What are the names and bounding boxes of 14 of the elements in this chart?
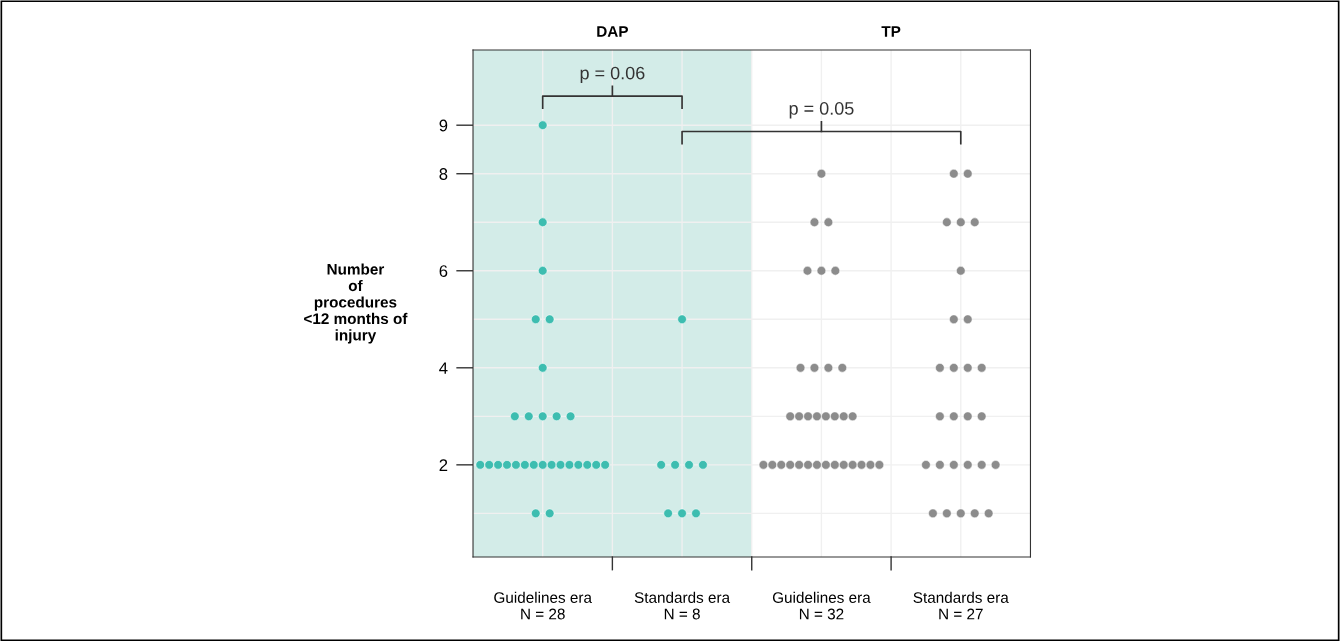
band-label: DAP	[597, 26, 628, 37]
y-axis-title: Number of procedures <12 months of injury	[304, 263, 408, 344]
y-tick-label: 9	[439, 119, 448, 132]
y-tick-label: 6	[439, 265, 448, 277]
x-tick-label: Guidelines era N = 28	[494, 591, 592, 620]
y-tick-label: 4	[439, 362, 448, 374]
y-tick-label: 2	[439, 459, 448, 471]
x-tick-label: Standards era N = 27	[913, 591, 1009, 620]
annotation: p = 0.05	[789, 102, 854, 119]
y-tick-label: 8	[439, 168, 448, 180]
x-tick-label: Guidelines era N = 32	[772, 591, 871, 620]
x-tick-label: Standards era N = 8	[634, 591, 731, 620]
annotation: p = 0.06	[580, 66, 645, 83]
text: TP	[881, 26, 901, 37]
